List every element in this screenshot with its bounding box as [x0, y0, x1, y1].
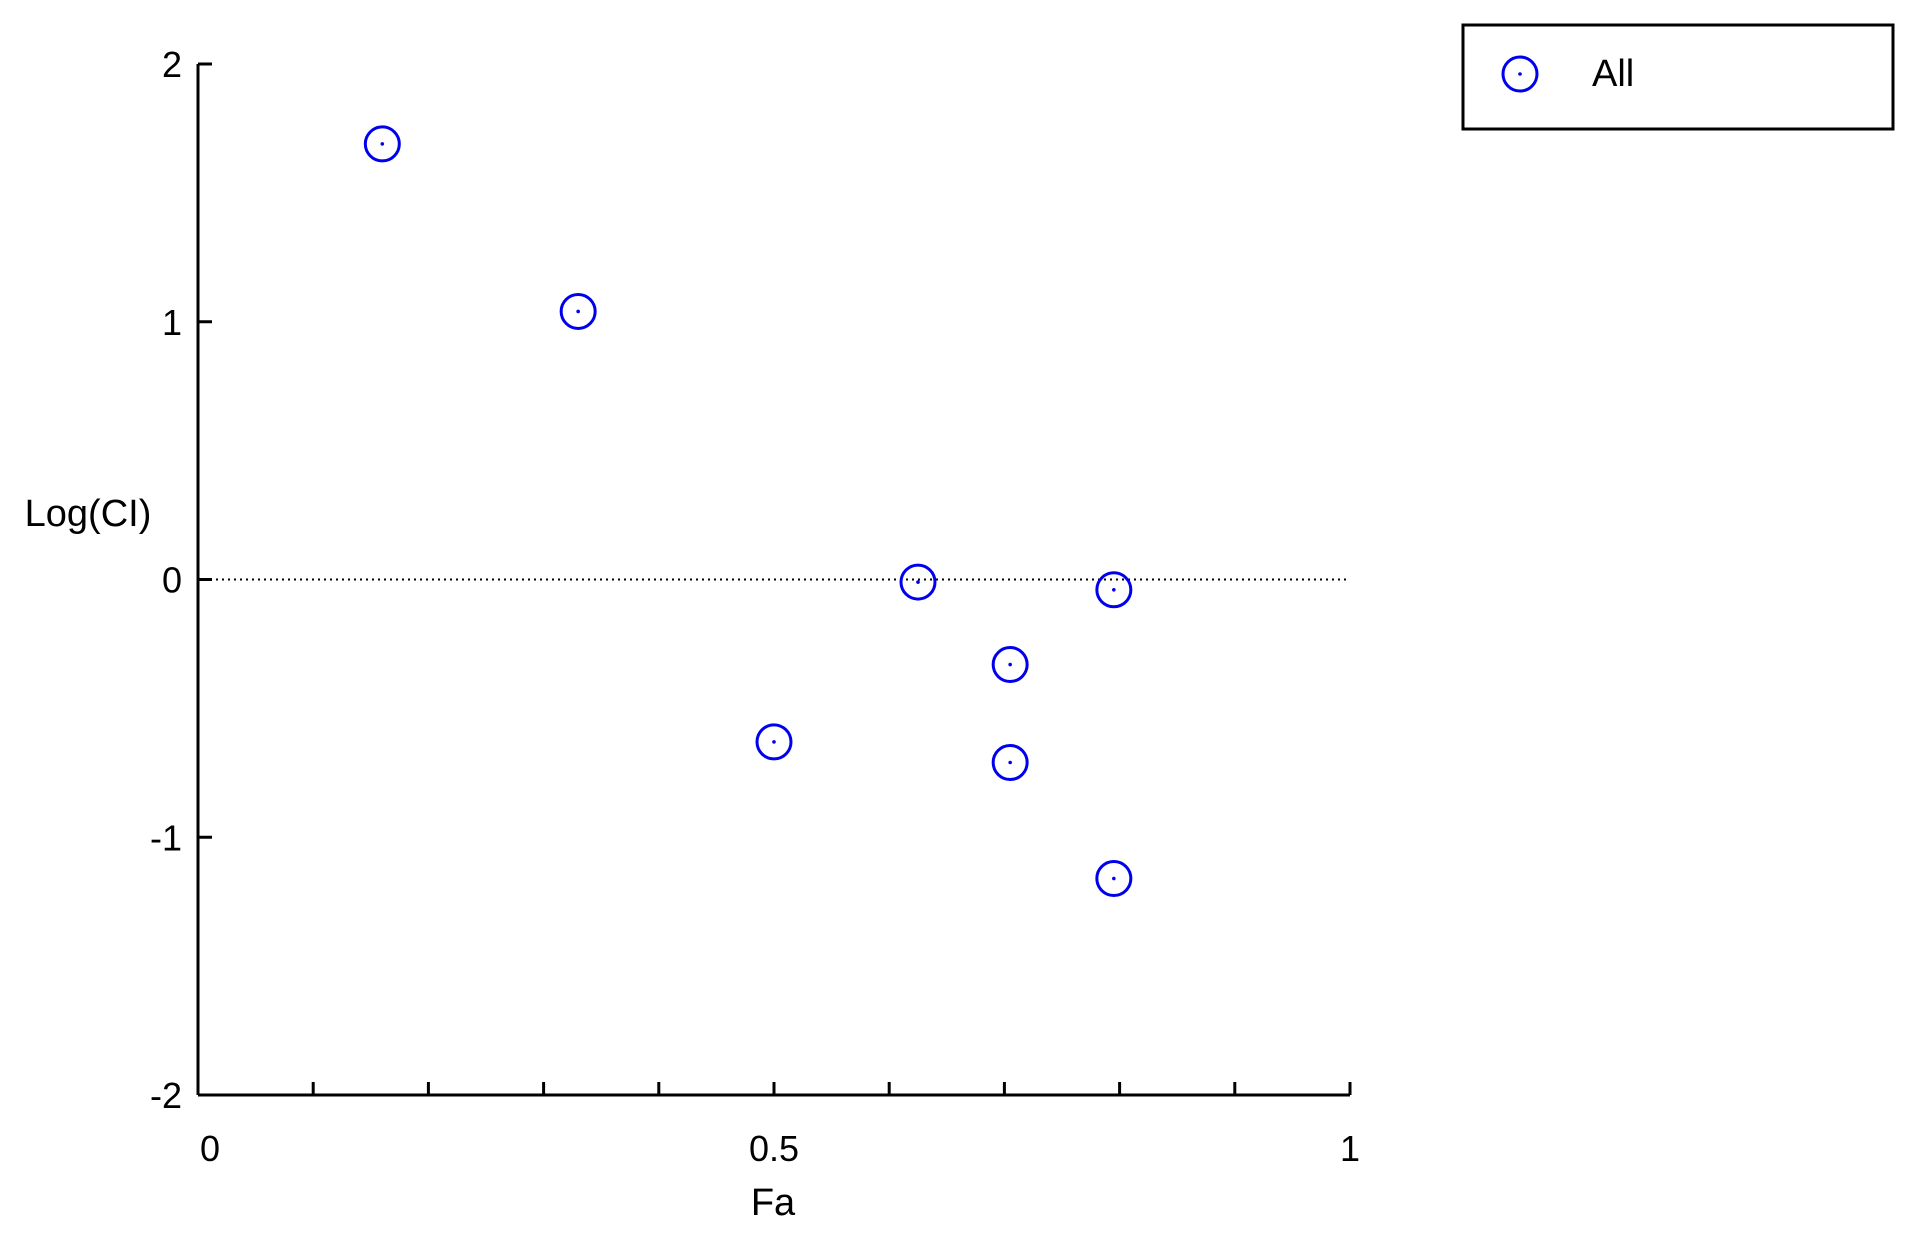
legend-marker-all	[1501, 55, 1539, 93]
y-tick-label: 1	[162, 302, 182, 343]
x-axis-ticks: 0 0.5 1	[200, 1082, 1360, 1169]
legend: All	[1461, 23, 1895, 131]
data-point	[1095, 859, 1133, 897]
data-point	[991, 646, 1029, 684]
data-point	[559, 292, 597, 330]
y-tick-label: 0	[162, 560, 182, 601]
legend-label-all: All	[1592, 53, 1634, 95]
data-point	[899, 563, 937, 601]
plot-area: 210-1-2 0 0.5 1	[150, 44, 1360, 1169]
data-points	[363, 125, 1133, 897]
legend-marker-icon	[1501, 55, 1539, 93]
y-axis-label: Log(CI)	[25, 493, 152, 535]
data-point	[755, 723, 793, 761]
legend-box	[1461, 23, 1895, 131]
x-tick-label: 0.5	[749, 1128, 799, 1169]
data-point	[363, 125, 401, 163]
x-tick-label: 0	[200, 1128, 220, 1169]
y-tick-label: 2	[162, 44, 182, 85]
x-tick-label: 1	[1340, 1128, 1360, 1169]
x-axis-label: Fa	[751, 1182, 796, 1224]
y-axis-ticks: 2 1 0 -1 -2	[150, 44, 212, 1116]
y-tick-label: -2	[150, 1075, 182, 1116]
data-point	[991, 744, 1029, 782]
y-tick-label: -1	[150, 817, 182, 858]
data-point	[1095, 571, 1133, 609]
